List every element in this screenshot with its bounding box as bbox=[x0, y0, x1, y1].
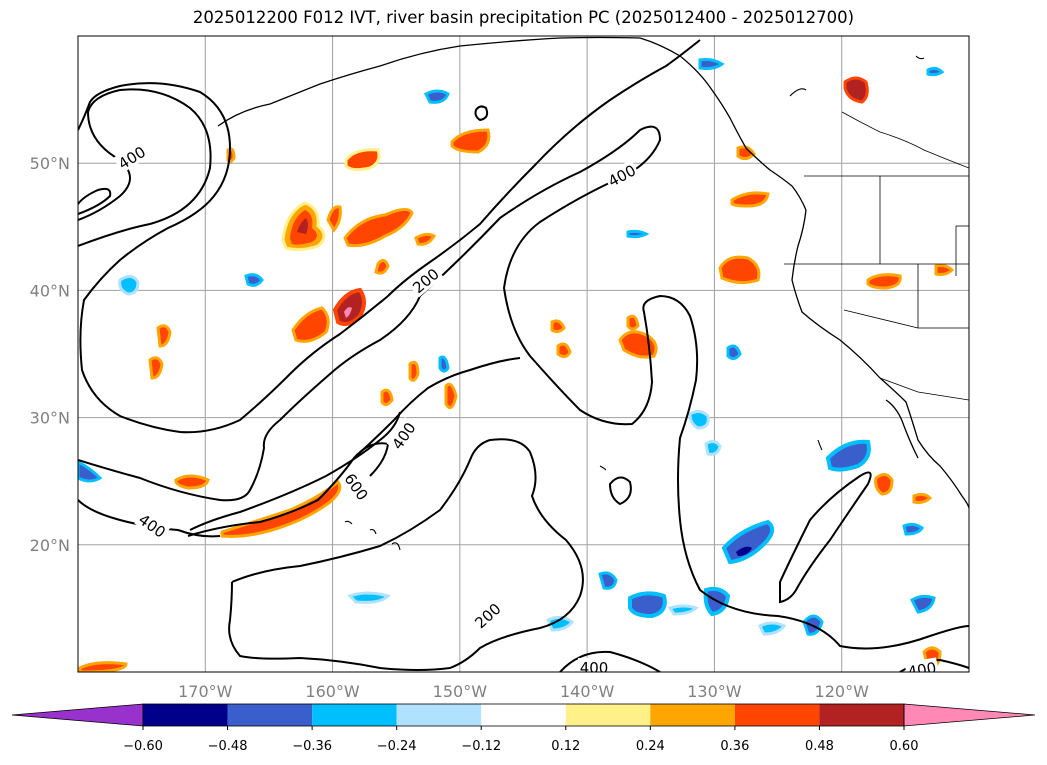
ivt-contour-label: 400 bbox=[134, 508, 171, 542]
colorbar-extend-max bbox=[903, 703, 1036, 727]
colorbar-segment bbox=[312, 704, 397, 726]
longitude-label: 170°W bbox=[178, 682, 233, 701]
svg-text:200: 200 bbox=[471, 600, 504, 633]
positive-pc-patch bbox=[174, 474, 210, 490]
colorbar-tick-label: −0.48 bbox=[208, 739, 248, 754]
negative-pc-patch bbox=[78, 58, 945, 636]
colorbar-segment bbox=[227, 704, 313, 726]
svg-text:400: 400 bbox=[580, 659, 609, 677]
colorbar-tick-label: −0.12 bbox=[461, 739, 501, 754]
positive-pc-patch bbox=[718, 255, 761, 285]
ivt-contour-label: 200 bbox=[469, 597, 506, 633]
colorbar-outline bbox=[142, 703, 905, 727]
negative-pc-patch bbox=[825, 439, 871, 472]
colorbar-tick-label: 0.36 bbox=[720, 739, 749, 754]
colorbar-segment bbox=[819, 704, 904, 726]
positive-pc-patch bbox=[618, 330, 658, 359]
longitude-label: 160°W bbox=[305, 682, 360, 701]
ivt-contour-label: 400 bbox=[603, 159, 640, 191]
colorbar-tick-label: −0.36 bbox=[292, 739, 332, 754]
latitude-label: 40°N bbox=[30, 281, 70, 300]
positive-pc-patch bbox=[344, 148, 381, 172]
colorbar-segment bbox=[650, 704, 735, 726]
colorbar-tick-label: 0.24 bbox=[636, 739, 665, 754]
precipitation-pc-shading bbox=[78, 58, 955, 672]
latitude-label: 20°N bbox=[30, 536, 70, 555]
positive-pc-patch bbox=[874, 473, 894, 496]
positive-pc-patch bbox=[220, 479, 342, 538]
longitude-labels: 170°W 160°W 150°W 140°W 130°W 120°W bbox=[178, 682, 869, 701]
negative-pc-patch bbox=[721, 519, 775, 565]
latitude-label: 30°N bbox=[30, 409, 70, 428]
coastline bbox=[217, 36, 969, 509]
colorbar-segment bbox=[734, 704, 820, 726]
colorbar: −0.60 −0.48 −0.36 −0.24 −0.12 0.12 0.24 0.36 0.4… bbox=[11, 703, 1036, 754]
positive-pc-patch bbox=[730, 191, 770, 208]
graticule-grid bbox=[78, 36, 969, 672]
ivt-contour-label: 400 bbox=[113, 141, 150, 174]
longitude-label: 130°W bbox=[687, 682, 742, 701]
ivt-contours bbox=[78, 39, 969, 672]
colorbar-tick-label: 0.12 bbox=[551, 739, 580, 754]
positive-pc-patch bbox=[450, 128, 491, 154]
positive-pc-patch bbox=[148, 145, 955, 504]
colorbar-tick-label: 0.60 bbox=[890, 739, 919, 754]
ivt-contour-label: 400 bbox=[904, 657, 940, 682]
ivt-contour-label: 200 bbox=[407, 263, 444, 298]
ivt-contour-label: 600 bbox=[340, 468, 374, 505]
svg-text:400: 400 bbox=[906, 659, 937, 682]
positive-pc-patch bbox=[866, 273, 902, 290]
colorbar-extend-min bbox=[11, 703, 144, 727]
colorbar-segment bbox=[481, 704, 566, 726]
positive-pc-patch bbox=[843, 76, 869, 104]
longitude-label: 140°W bbox=[560, 682, 615, 701]
positive-pc-patch bbox=[281, 201, 326, 252]
islands bbox=[344, 55, 925, 551]
ivt-contour-label: 400 bbox=[578, 658, 610, 677]
positive-pc-patch bbox=[78, 661, 128, 672]
colorbar-segment bbox=[565, 704, 651, 726]
colorbar-segment bbox=[396, 704, 482, 726]
colorbar-segment bbox=[143, 704, 228, 726]
map-title: 2025012200 F012 IVT, river basin precipi… bbox=[192, 8, 855, 27]
positive-pc-patch bbox=[326, 205, 342, 233]
colorbar-tick-label: 0.48 bbox=[805, 739, 834, 754]
longitude-label: 120°W bbox=[815, 682, 870, 701]
political-borders bbox=[784, 111, 969, 401]
positive-pc-patch bbox=[291, 287, 366, 343]
positive-pc-patch bbox=[343, 208, 414, 248]
latitude-label: 50°N bbox=[30, 154, 70, 173]
svg-text:200: 200 bbox=[409, 265, 443, 297]
map-frame bbox=[77, 35, 970, 673]
colorbar-tick-label: −0.24 bbox=[377, 739, 417, 754]
negative-pc-patch bbox=[628, 586, 731, 619]
latitude-labels: 50°N 40°N 30°N 20°N bbox=[30, 154, 70, 555]
colorbar-tick-label: −0.60 bbox=[123, 739, 163, 754]
longitude-label: 150°W bbox=[433, 682, 488, 701]
